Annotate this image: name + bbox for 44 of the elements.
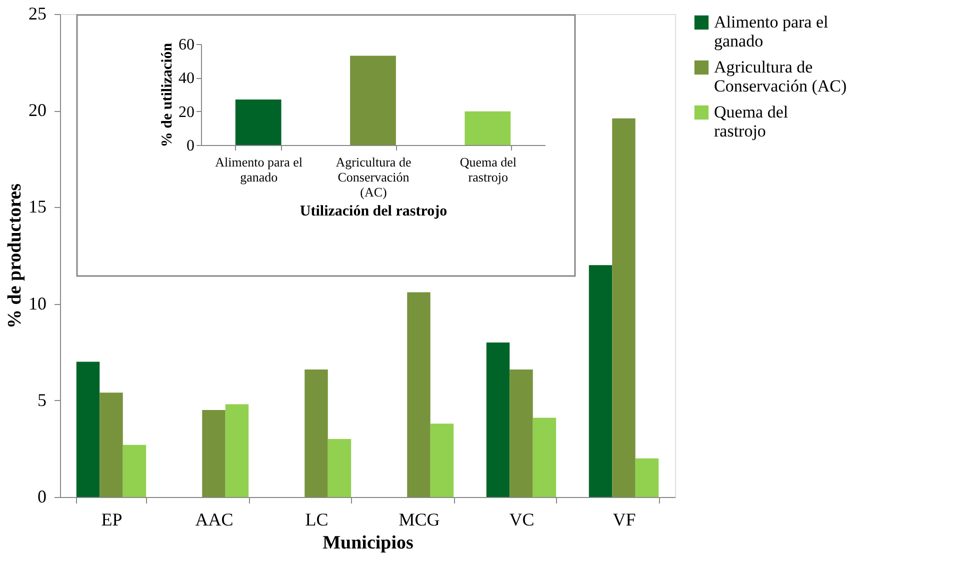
x-tick-label: LC <box>305 510 328 530</box>
bar <box>612 118 636 497</box>
y-tick-label: 20 <box>28 100 46 120</box>
y-tick-label: 15 <box>28 196 46 217</box>
x-tick-label: VF <box>612 510 636 530</box>
bar <box>225 404 249 497</box>
x-axis-title: Municipios <box>322 532 414 554</box>
bar <box>464 111 511 145</box>
y-tick-label: 5 <box>38 390 46 410</box>
x-tick-label: Agricultura de Conservación (AC) <box>336 154 412 200</box>
y-axis-title: % de productores <box>4 184 26 328</box>
y-tick-label: 60 <box>178 36 194 54</box>
legend-label: Agricultura de Conservación (AC) <box>714 58 847 96</box>
x-tick-label: AAC <box>195 510 234 530</box>
y-tick-label: 20 <box>178 104 194 121</box>
y-tick-label: 10 <box>28 293 46 314</box>
x-axis-title: Utilización del rastrojo <box>300 204 448 220</box>
y-tick-label: 0 <box>38 486 46 506</box>
bar <box>122 444 146 497</box>
x-tick-label: Alimento para el ganado <box>215 154 303 184</box>
y-tick-label: 40 <box>178 70 194 88</box>
bar <box>532 418 556 497</box>
bar <box>328 439 352 497</box>
x-tick-label: EP <box>101 510 122 530</box>
bar <box>407 292 430 497</box>
legend-label: Alimento para el ganado <box>714 12 829 50</box>
bar <box>76 362 100 497</box>
bar <box>588 265 612 497</box>
x-tick-label: MCG <box>398 510 440 530</box>
y-axis-title: % de utilización <box>160 42 176 148</box>
bar <box>430 424 454 497</box>
y-tick-label: 0 <box>186 138 194 154</box>
bar <box>235 100 282 145</box>
bar <box>202 410 226 497</box>
legend-label: Quema del rastrojo <box>714 102 788 140</box>
bar <box>100 392 123 497</box>
bar <box>486 342 510 497</box>
bar <box>350 56 396 145</box>
x-tick-label: Quema del rastrojo <box>460 154 517 184</box>
y-tick-label: 25 <box>28 4 46 24</box>
bar <box>510 369 533 497</box>
x-tick-label: VC <box>509 510 534 530</box>
bar <box>304 369 328 497</box>
bar <box>635 458 659 497</box>
